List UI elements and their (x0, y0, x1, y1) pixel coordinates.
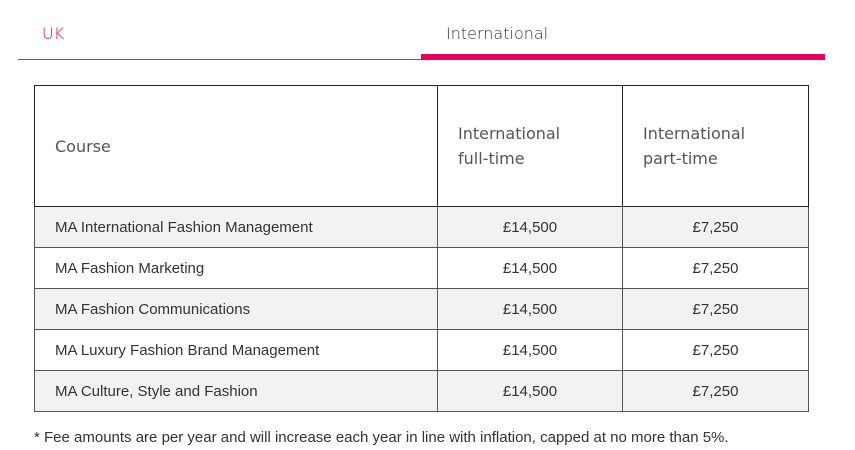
full-time-fee-cell: £14,500 (437, 206, 623, 248)
active-tab-indicator (421, 54, 825, 60)
part-time-fee-cell: £7,250 (622, 206, 809, 248)
header-full-time-label: International full-time (458, 124, 561, 168)
course-cell: MA Fashion Communications (34, 288, 438, 330)
full-time-fee-cell: £14,500 (437, 329, 623, 371)
table-row: MA Fashion Marketing £14,500 £7,250 (34, 247, 809, 289)
fees-table: Course International full-time Internati… (34, 85, 809, 412)
table-row: MA International Fashion Management £14,5… (34, 206, 809, 248)
course-cell: MA Fashion Marketing (34, 247, 438, 289)
course-cell: MA Culture, Style and Fashion (34, 370, 438, 412)
header-part-time-label: International part-time (643, 124, 746, 168)
full-time-fee-cell: £14,500 (437, 288, 623, 330)
course-cell: MA Luxury Fashion Brand Management (34, 329, 438, 371)
full-time-fee-cell: £14,500 (437, 370, 623, 412)
header-course: Course (34, 85, 438, 207)
part-time-fee-cell: £7,250 (622, 329, 809, 371)
part-time-fee-cell: £7,250 (622, 370, 809, 412)
footnote: * Fee amounts are per year and will incr… (34, 429, 729, 446)
tab-divider (18, 59, 422, 60)
table-row: MA Fashion Communications £14,500 £7,250 (34, 288, 809, 330)
table-header: Course International full-time Internati… (34, 85, 809, 207)
header-part-time: International part-time (622, 85, 809, 207)
part-time-fee-cell: £7,250 (622, 247, 809, 289)
fee-tabs: UK International (18, 0, 825, 61)
tab-international[interactable]: International (446, 24, 549, 43)
header-full-time: International full-time (437, 85, 623, 207)
table-row: MA Luxury Fashion Brand Management £14,50… (34, 329, 809, 371)
table-row: MA Culture, Style and Fashion £14,500 £7,2… (34, 370, 809, 412)
full-time-fee-cell: £14,500 (437, 247, 623, 289)
course-cell: MA International Fashion Management (34, 206, 438, 248)
part-time-fee-cell: £7,250 (622, 288, 809, 330)
tab-uk[interactable]: UK (42, 24, 65, 43)
